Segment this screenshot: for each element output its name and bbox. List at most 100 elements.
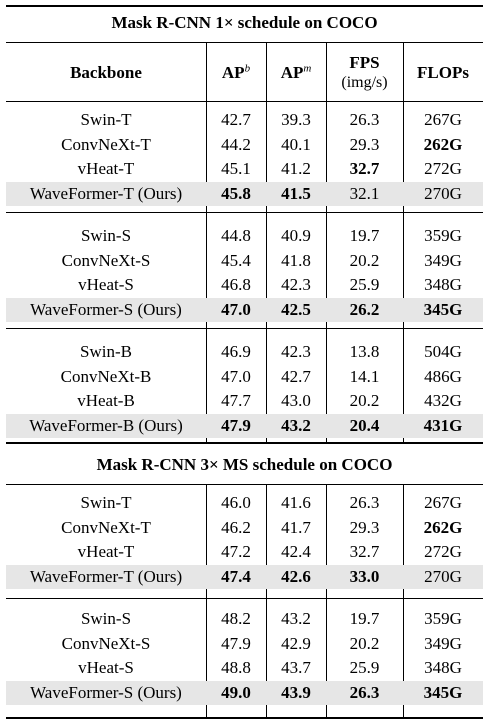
ap-mask-cell: 43.2 xyxy=(281,415,311,435)
flops-cell: 270G xyxy=(424,183,462,203)
ap-box-cell: 46.2 xyxy=(221,517,251,537)
backbone-cell: WaveFormer-B (Ours) xyxy=(29,415,183,435)
group-rule xyxy=(6,328,483,329)
ap-mask-cell: 41.7 xyxy=(281,517,311,537)
ap-box-cell: 47.2 xyxy=(221,542,251,561)
header-ap-mask: APm xyxy=(280,62,312,82)
backbone-cell: Swin-B xyxy=(80,342,132,361)
fps-cell: 32.7 xyxy=(349,159,380,178)
header-rule xyxy=(6,101,483,102)
top-rule xyxy=(6,5,483,7)
table-row-ours: WaveFormer-S (Ours) 49.0 43.9 26.3 345G xyxy=(6,680,483,705)
title-rule xyxy=(6,42,483,43)
table-row: Swin-B 46.9 42.3 13.8 504G xyxy=(6,340,483,364)
group-rule xyxy=(6,212,483,213)
table-row: ConvNeXt-S 45.4 41.8 20.2 349G xyxy=(6,249,483,273)
ap-box-cell: 49.0 xyxy=(221,682,251,702)
backbone-cell: WaveFormer-S (Ours) xyxy=(30,299,182,319)
fps-cell: 19.7 xyxy=(349,609,380,628)
fps-cell: 32.1 xyxy=(349,183,380,203)
fps-cell: 13.8 xyxy=(349,342,380,361)
flops-cell: 267G xyxy=(424,493,462,512)
ap-mask-cell: 42.6 xyxy=(281,566,311,586)
table-row: Swin-S 48.2 43.2 19.7 359G xyxy=(6,607,483,631)
fps-cell: 20.2 xyxy=(349,633,380,653)
table-row: Swin-T 42.7 39.3 26.3 267G xyxy=(6,108,483,132)
bottom-rule xyxy=(6,717,483,719)
ap-box-cell: 45.1 xyxy=(221,159,251,178)
flops-cell: 270G xyxy=(424,566,462,586)
backbone-cell: ConvNeXt-T xyxy=(61,134,151,154)
table-row: ConvNeXt-S 47.9 42.9 20.2 349G xyxy=(6,632,483,656)
title-rule xyxy=(6,484,483,485)
header-backbone: Backbone xyxy=(70,63,142,82)
col-separator xyxy=(206,42,207,442)
section-title-1x: Mask R-CNN 1× schedule on COCO xyxy=(111,13,378,32)
table-row-ours: WaveFormer-B (Ours) 47.9 43.2 20.4 431G xyxy=(6,413,483,438)
ap-box-cell: 44.8 xyxy=(221,226,251,245)
backbone-cell: Swin-S xyxy=(80,226,132,245)
ap-box-cell: 44.2 xyxy=(221,134,251,154)
ap-box-cell: 47.0 xyxy=(221,366,251,386)
fps-cell: 26.2 xyxy=(349,299,380,319)
ap-box-cell: 46.0 xyxy=(221,493,251,512)
col-separator xyxy=(266,42,267,442)
table-row: ConvNeXt-T 46.2 41.7 29.3 262G xyxy=(6,516,483,540)
table-row-ours: WaveFormer-T (Ours) 47.4 42.6 33.0 270G xyxy=(6,564,483,589)
table-row: vHeat-B 47.7 43.0 20.2 432G xyxy=(6,389,483,413)
flops-cell: 349G xyxy=(424,250,462,270)
table-row: Swin-S 44.8 40.9 19.7 359G xyxy=(6,224,483,248)
header-flops: FLOPs xyxy=(417,63,469,82)
ap-mask-cell: 42.4 xyxy=(281,542,311,561)
ap-box-cell: 47.7 xyxy=(221,391,251,410)
col-separator xyxy=(403,42,404,442)
ap-mask-cell: 43.2 xyxy=(281,609,311,628)
ap-mask-cell: 42.7 xyxy=(281,366,311,386)
ap-mask-cell: 41.2 xyxy=(281,159,311,178)
flops-cell: 345G xyxy=(423,299,463,319)
flops-cell: 486G xyxy=(424,366,462,386)
header-fps: FPS (img/s) xyxy=(341,53,388,91)
ap-box-cell: 48.8 xyxy=(221,658,251,677)
ap-mask-cell: 42.5 xyxy=(281,299,311,319)
backbone-cell: vHeat-S xyxy=(78,658,134,677)
backbone-cell: WaveFormer-T (Ours) xyxy=(29,183,183,203)
fps-cell: 33.0 xyxy=(349,566,380,586)
fps-cell: 32.7 xyxy=(349,542,380,561)
fps-cell: 19.7 xyxy=(349,226,380,245)
ap-box-cell: 47.9 xyxy=(221,415,251,435)
backbone-cell: Swin-S xyxy=(80,609,132,628)
ap-mask-cell: 41.5 xyxy=(281,183,311,203)
ap-mask-cell: 42.3 xyxy=(281,275,311,294)
flops-cell: 348G xyxy=(424,658,462,677)
fps-cell: 26.3 xyxy=(349,493,380,512)
ap-box-cell: 47.0 xyxy=(221,299,251,319)
section-title-3x: Mask R-CNN 3× MS schedule on COCO xyxy=(96,455,393,474)
flops-cell: 348G xyxy=(424,275,462,294)
backbone-cell: WaveFormer-S (Ours) xyxy=(30,682,182,702)
section-rule xyxy=(6,442,483,444)
backbone-cell: ConvNeXt-T xyxy=(61,517,151,537)
col-separator xyxy=(403,484,404,718)
backbone-cell: Swin-T xyxy=(80,493,132,512)
table-row: vHeat-T 47.2 42.4 32.7 272G xyxy=(6,540,483,564)
ap-box-cell: 48.2 xyxy=(221,609,251,628)
ap-mask-cell: 41.8 xyxy=(281,250,311,270)
table-row: ConvNeXt-B 47.0 42.7 14.1 486G xyxy=(6,365,483,389)
flops-cell: 272G xyxy=(424,542,462,561)
flops-cell: 432G xyxy=(424,391,462,410)
flops-cell: 267G xyxy=(424,110,462,129)
backbone-cell: ConvNeXt-S xyxy=(61,633,151,653)
ap-box-cell: 45.8 xyxy=(221,183,251,203)
ap-mask-cell: 42.3 xyxy=(281,342,311,361)
backbone-cell: vHeat-T xyxy=(77,159,135,178)
flops-cell: 272G xyxy=(424,159,462,178)
backbone-cell: vHeat-S xyxy=(78,275,134,294)
col-separator xyxy=(206,484,207,718)
col-separator xyxy=(326,484,327,718)
flops-cell: 262G xyxy=(423,134,463,154)
fps-cell: 26.3 xyxy=(349,682,380,702)
ap-mask-cell: 40.9 xyxy=(281,226,311,245)
backbone-cell: vHeat-T xyxy=(77,542,135,561)
